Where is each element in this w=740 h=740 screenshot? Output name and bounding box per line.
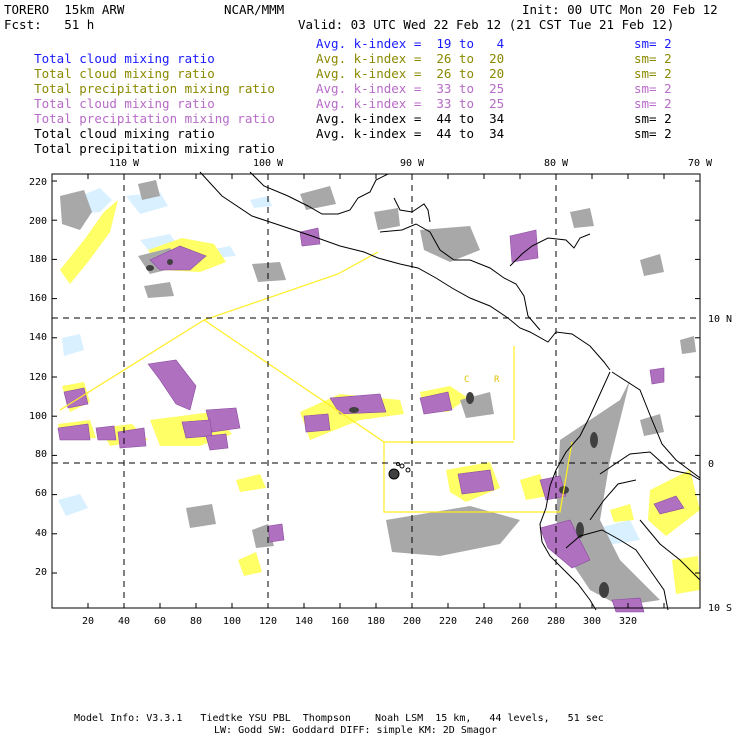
legend-field-name: Total precipitation mixing ratio <box>34 81 275 96</box>
y-tick-label: 40 <box>35 528 47 539</box>
legend-k-index: Avg. k-index = 26 to 20 <box>316 51 505 66</box>
lon-label: 100 W <box>253 158 284 169</box>
x-axis-ticks <box>51 174 701 608</box>
y-tick-label: 160 <box>29 293 47 304</box>
x-tick-label: 240 <box>475 616 493 627</box>
x-tick-label: 320 <box>619 616 637 627</box>
cloud-field-dark <box>146 259 609 598</box>
x-tick-label: 200 <box>403 616 421 627</box>
x-tick-label: 180 <box>367 616 385 627</box>
legend-k-index: Avg. k-index = 44 to 34 <box>316 111 505 126</box>
field-overlays <box>57 180 700 613</box>
valid-time: Valid: 03 UTC Wed 22 Feb 12 (21 CST Tue … <box>298 17 675 32</box>
legend-smoothing: sm= 2 <box>634 81 672 96</box>
legend-smoothing: sm= 2 <box>634 126 672 141</box>
legend-row: Total cloud mixing ratio <box>4 111 215 156</box>
legend-row: Total cloud mixing ratio <box>4 51 215 96</box>
model-title: TORERO 15km ARW <box>4 2 125 17</box>
y-tick-label: 60 <box>35 488 47 499</box>
legend-row: Total precipitation mixing ratio <box>4 96 275 141</box>
legend-k-index: Avg. k-index = 26 to 20 <box>316 66 505 81</box>
lon-label: 110 W <box>109 158 140 169</box>
y-tick-label: 100 <box>29 411 47 422</box>
latitude-labels: 10 N 0 10 S <box>708 314 732 614</box>
legend-smoothing: sm= 2 <box>634 51 672 66</box>
legend-field-name: Total cloud mixing ratio <box>34 96 215 111</box>
legend-field-name: Total cloud mixing ratio <box>34 66 215 81</box>
forecast-hour: Fcst: 51 h <box>4 17 95 32</box>
y-tick-label: 200 <box>29 216 47 227</box>
legend-smoothing: sm= 2 <box>634 36 672 51</box>
y-tick-label: 80 <box>35 449 47 460</box>
lat-label: 10 N <box>708 314 732 325</box>
legend-k-index: Avg. k-index = 44 to 34 <box>316 126 505 141</box>
legend-field-name: Total precipitation mixing ratio <box>34 111 275 126</box>
x-tick-label: 40 <box>118 616 130 627</box>
legend-row: Total precipitation mixing ratio <box>4 66 275 111</box>
x-tick-label: 160 <box>331 616 349 627</box>
x-tick-label: 120 <box>259 616 277 627</box>
legend-row: Total precipitation mixing ratio <box>4 126 275 171</box>
init-time: Init: 00 UTC Mon 20 Feb 12 <box>522 2 718 17</box>
y-tick-label: 220 <box>29 177 47 188</box>
legend-smoothing: sm= 2 <box>634 66 672 81</box>
lat-label: 0 <box>708 459 714 470</box>
legend-k-index: Avg. k-index = 33 to 25 <box>316 81 505 96</box>
coastlines <box>199 171 701 611</box>
lat-label: 10 S <box>708 603 732 614</box>
y-tick-label: 180 <box>29 254 47 265</box>
lon-label: 70 W <box>688 158 713 169</box>
lon-label: 80 W <box>544 158 569 169</box>
lat-lon-grid <box>52 174 700 608</box>
y-tick-label: 120 <box>29 372 47 383</box>
model-info: Model Info: V3.3.1 Tiedtke YSU PBL Thomp… <box>74 713 604 724</box>
x-tick-label: 140 <box>295 616 313 627</box>
longitude-labels: 110 W 100 W 90 W 80 W 70 W <box>109 158 713 169</box>
x-tick-label: 260 <box>511 616 529 627</box>
legend-smoothing: sm= 2 <box>634 96 672 111</box>
annotation-c: C <box>464 375 469 385</box>
legend-field-name: Total precipitation mixing ratio <box>34 141 275 156</box>
legend-smoothing: sm= 2 <box>634 111 672 126</box>
legend-field-name: Total cloud mixing ratio <box>34 51 215 66</box>
x-tick-label: 300 <box>583 616 601 627</box>
x-tick-label: 280 <box>547 616 565 627</box>
legend-row: Total cloud mixing ratio <box>4 36 215 81</box>
y-tick-label: 20 <box>35 567 47 578</box>
lon-label: 90 W <box>400 158 425 169</box>
x-tick-label: 20 <box>82 616 94 627</box>
x-tick-labels: 20 40 60 80 100 120 140 160 180 200 220 … <box>82 616 637 627</box>
y-axis-ticks <box>52 180 700 574</box>
x-tick-label: 100 <box>223 616 241 627</box>
center-label: NCAR/MMM <box>224 2 285 17</box>
cloud-field-purple <box>57 227 685 613</box>
legend-k-index: Avg. k-index = 19 to 4 <box>316 36 505 51</box>
legend-row: Total cloud mixing ratio <box>4 81 215 126</box>
legend-field-name: Total cloud mixing ratio <box>34 126 215 141</box>
region-annotations: C R <box>464 375 500 385</box>
annotation-r: R <box>494 375 500 385</box>
x-tick-label: 80 <box>190 616 202 627</box>
y-tick-label: 140 <box>29 332 47 343</box>
x-tick-label: 220 <box>439 616 457 627</box>
x-tick-label: 60 <box>154 616 166 627</box>
legend-k-index: Avg. k-index = 33 to 25 <box>316 96 505 111</box>
physics-info: LW: Godd SW: Goddard DIFF: simple KM: 2D… <box>214 725 497 736</box>
domain-boundary <box>59 251 573 513</box>
y-tick-labels: 220 200 180 160 140 120 100 80 60 40 20 <box>29 177 47 578</box>
